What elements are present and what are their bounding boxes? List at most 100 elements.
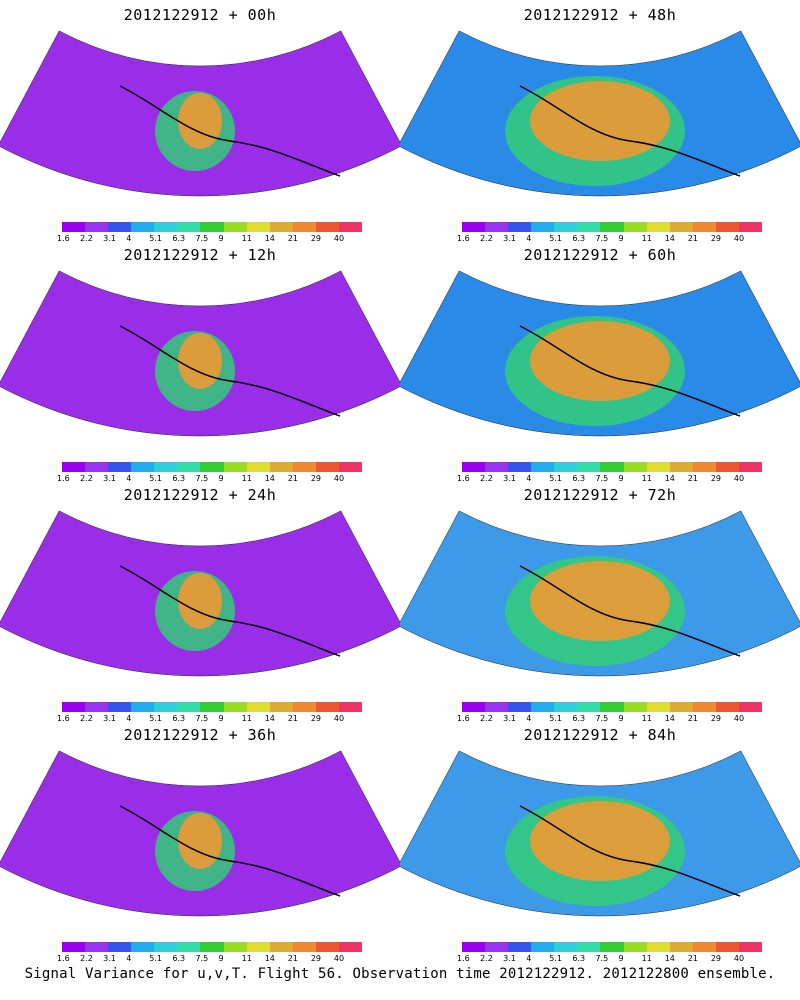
coastline bbox=[519, 325, 741, 417]
colorbar-label: 40 bbox=[333, 954, 345, 963]
colorbar-label: 5.1 bbox=[149, 954, 163, 963]
map-panel: 2012122912 + 36h 1.6 2.2 3.1 4 5.1 6.3 7.5 9 11 14… bbox=[0, 720, 400, 963]
colorbar-labels: 1.6 2.2 3.1 4 5.1 6.3 7.5 9 11 14 21 29 40 bbox=[56, 714, 366, 724]
colorbar-swatch bbox=[85, 222, 109, 232]
colorbar-label: 5.1 bbox=[149, 234, 163, 243]
panel-title: 2012122912 + 60h bbox=[523, 246, 677, 264]
colorbar-label: 21 bbox=[687, 474, 698, 483]
colorbar-label: 11 bbox=[241, 234, 252, 243]
colorbar-label: 1.6 bbox=[457, 714, 470, 723]
colorbar-label: 1.6 bbox=[57, 954, 70, 963]
colorbar-label: 14 bbox=[264, 954, 275, 963]
colorbar-swatch bbox=[738, 702, 763, 712]
variance-region-high bbox=[530, 321, 670, 401]
colorbar-label: 2.2 bbox=[80, 714, 93, 723]
colorbar-swatch bbox=[646, 462, 670, 472]
colorbar-label: 3.1 bbox=[503, 714, 516, 723]
colorbar-swatch bbox=[85, 462, 109, 472]
colorbar-swatch bbox=[623, 702, 647, 712]
colorbar-swatch bbox=[292, 222, 316, 232]
colorbar-swatch bbox=[715, 702, 739, 712]
colorbar-swatch bbox=[508, 702, 532, 712]
colorbar-label: 3.1 bbox=[503, 954, 516, 963]
colorbar-swatch bbox=[738, 462, 763, 472]
colorbar-swatch bbox=[485, 942, 509, 952]
colorbar-label: 5.1 bbox=[149, 714, 163, 723]
colorbar-swatch bbox=[62, 462, 86, 472]
colorbar-label: 7.5 bbox=[595, 234, 609, 243]
colorbar-label: 21 bbox=[287, 714, 298, 723]
variance-region-high bbox=[178, 573, 222, 629]
colorbar-swatch bbox=[269, 222, 293, 232]
variance-region-high bbox=[530, 561, 670, 641]
colorbar-label: 4 bbox=[526, 474, 532, 483]
coastline bbox=[519, 805, 741, 897]
colorbar-label: 2.2 bbox=[80, 954, 93, 963]
map-panel: 2012122912 + 00h 1.6 2.2 3.1 4 5.1 6.3 7.5 9 11 14… bbox=[0, 0, 400, 243]
colorbar-swatch bbox=[531, 222, 555, 232]
colorbar-swatch bbox=[646, 222, 670, 232]
colorbar-swatch bbox=[646, 942, 670, 952]
map-sector bbox=[0, 30, 400, 197]
colorbar-swatch bbox=[715, 462, 739, 472]
colorbar-swatch bbox=[508, 462, 532, 472]
colorbar-label: 1.6 bbox=[57, 714, 70, 723]
colorbar-label: 3.1 bbox=[103, 474, 116, 483]
colorbar-label: 4 bbox=[526, 714, 532, 723]
colorbar-swatch bbox=[131, 702, 155, 712]
variance-region-high bbox=[530, 81, 670, 161]
colorbar-label: 6.3 bbox=[572, 954, 586, 963]
colorbar-label: 5.1 bbox=[549, 234, 563, 243]
colorbar-swatch bbox=[554, 462, 578, 472]
colorbar-swatch bbox=[315, 462, 339, 472]
colorbar-label: 21 bbox=[287, 954, 298, 963]
colorbar-label: 29 bbox=[310, 714, 322, 723]
colorbar-swatch bbox=[692, 702, 716, 712]
colorbar-label: 3.1 bbox=[103, 954, 116, 963]
figure-caption: Signal Variance for u,v,T. Flight 56. Ob… bbox=[24, 966, 776, 982]
colorbar-label: 29 bbox=[310, 474, 322, 483]
coastline bbox=[119, 565, 341, 657]
colorbar-swatch bbox=[200, 222, 224, 232]
colorbar-swatch bbox=[108, 702, 132, 712]
colorbar-swatch bbox=[269, 462, 293, 472]
colorbar-label: 40 bbox=[733, 474, 745, 483]
colorbar-label: 11 bbox=[641, 234, 652, 243]
colorbar-swatch bbox=[531, 462, 555, 472]
panel-title: 2012122912 + 12h bbox=[123, 246, 277, 264]
colorbar-label: 21 bbox=[287, 234, 298, 243]
colorbar-swatch bbox=[715, 942, 739, 952]
colorbar-label: 9 bbox=[618, 234, 624, 243]
colorbar-label: 29 bbox=[310, 234, 322, 243]
colorbar-labels: 1.6 2.2 3.1 4 5.1 6.3 7.5 9 11 14 21 29 40 bbox=[56, 234, 366, 244]
map-sector bbox=[0, 270, 400, 437]
colorbar-label: 6.3 bbox=[572, 474, 586, 483]
colorbar-label: 40 bbox=[733, 234, 745, 243]
colorbar-swatch bbox=[338, 942, 363, 952]
map-panel: 2012122912 + 48h 1.6 2.2 3.1 4 5.1 6.3 7.5 9 11 14… bbox=[400, 0, 800, 243]
colorbar-swatch bbox=[692, 462, 716, 472]
colorbar-swatch bbox=[292, 702, 316, 712]
colorbar-swatch bbox=[200, 942, 224, 952]
colorbar-label: 7.5 bbox=[195, 234, 209, 243]
colorbar-label: 6.3 bbox=[172, 714, 186, 723]
colorbar-labels: 1.6 2.2 3.1 4 5.1 6.3 7.5 9 11 14 21 29 40 bbox=[56, 954, 366, 964]
colorbar-swatch bbox=[692, 942, 716, 952]
map-panel: 2012122912 + 84h 1.6 2.2 3.1 4 5.1 6.3 7.5 9 11 14… bbox=[400, 720, 800, 963]
panel-grid: 2012122912 + 00h 1.6 2.2 3.1 4 5.1 6.3 7.5 9 11 14… bbox=[0, 0, 800, 963]
colorbar-swatch bbox=[692, 222, 716, 232]
colorbar-label: 6.3 bbox=[172, 474, 186, 483]
map-panel: 2012122912 + 24h 1.6 2.2 3.1 4 5.1 6.3 7.5 9 11 14… bbox=[0, 480, 400, 723]
colorbar-swatch bbox=[738, 222, 763, 232]
colorbar-swatch bbox=[154, 222, 178, 232]
colorbar bbox=[462, 702, 763, 712]
colorbar-labels: 1.6 2.2 3.1 4 5.1 6.3 7.5 9 11 14 21 29 40 bbox=[456, 234, 766, 244]
colorbar-swatch bbox=[600, 942, 624, 952]
map-sector bbox=[0, 510, 400, 677]
colorbar-swatch bbox=[108, 462, 132, 472]
map-panel: 2012122912 + 72h 1.6 2.2 3.1 4 5.1 6.3 7.5 9 11 14… bbox=[400, 480, 800, 723]
colorbar-label: 11 bbox=[241, 714, 252, 723]
colorbar-label: 14 bbox=[264, 714, 275, 723]
colorbar-swatch bbox=[246, 702, 270, 712]
colorbar-labels: 1.6 2.2 3.1 4 5.1 6.3 7.5 9 11 14 21 29 40 bbox=[456, 954, 766, 964]
